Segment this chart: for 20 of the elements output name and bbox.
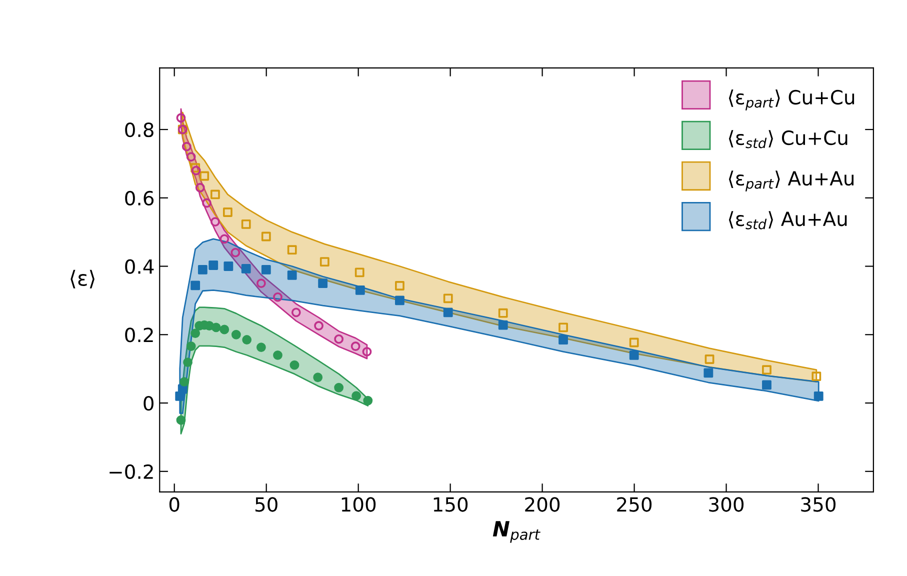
legend-label: ⟨ε$_{part}$⟩ Cu+Cu (728, 90, 854, 110)
y-tick-label: 0 (144, 396, 154, 411)
legend-label: ⟨ε$_{std}$⟩ Au+Au (728, 211, 847, 230)
y-axis-title: ⟨ε⟩ (70, 270, 94, 288)
x-tick-label: 200 (525, 497, 560, 512)
y-tick-label: 0.8 (125, 122, 154, 138)
x-tick-label: 250 (617, 497, 652, 512)
y-tick-label: −0.2 (110, 464, 153, 480)
legend-label: ⟨ε$_{std}$⟩ Cu+Cu (728, 130, 848, 148)
x-tick-label: 100 (342, 497, 376, 512)
y-tick-label: 0.6 (125, 190, 154, 206)
x-tick-label: 350 (801, 497, 836, 512)
y-tick-label: 0.2 (125, 328, 153, 342)
x-tick-label: 150 (434, 497, 468, 512)
y-tick-label: 0.4 (125, 259, 154, 274)
legend-label: ⟨ε$_{part}$⟩ Au+Au (728, 170, 854, 192)
x-tick-label: 300 (709, 497, 744, 512)
x-tick-label: 50 (255, 497, 278, 512)
x-tick-label: 0 (169, 497, 180, 512)
x-axis-title: N$_{part}$ (492, 521, 540, 543)
